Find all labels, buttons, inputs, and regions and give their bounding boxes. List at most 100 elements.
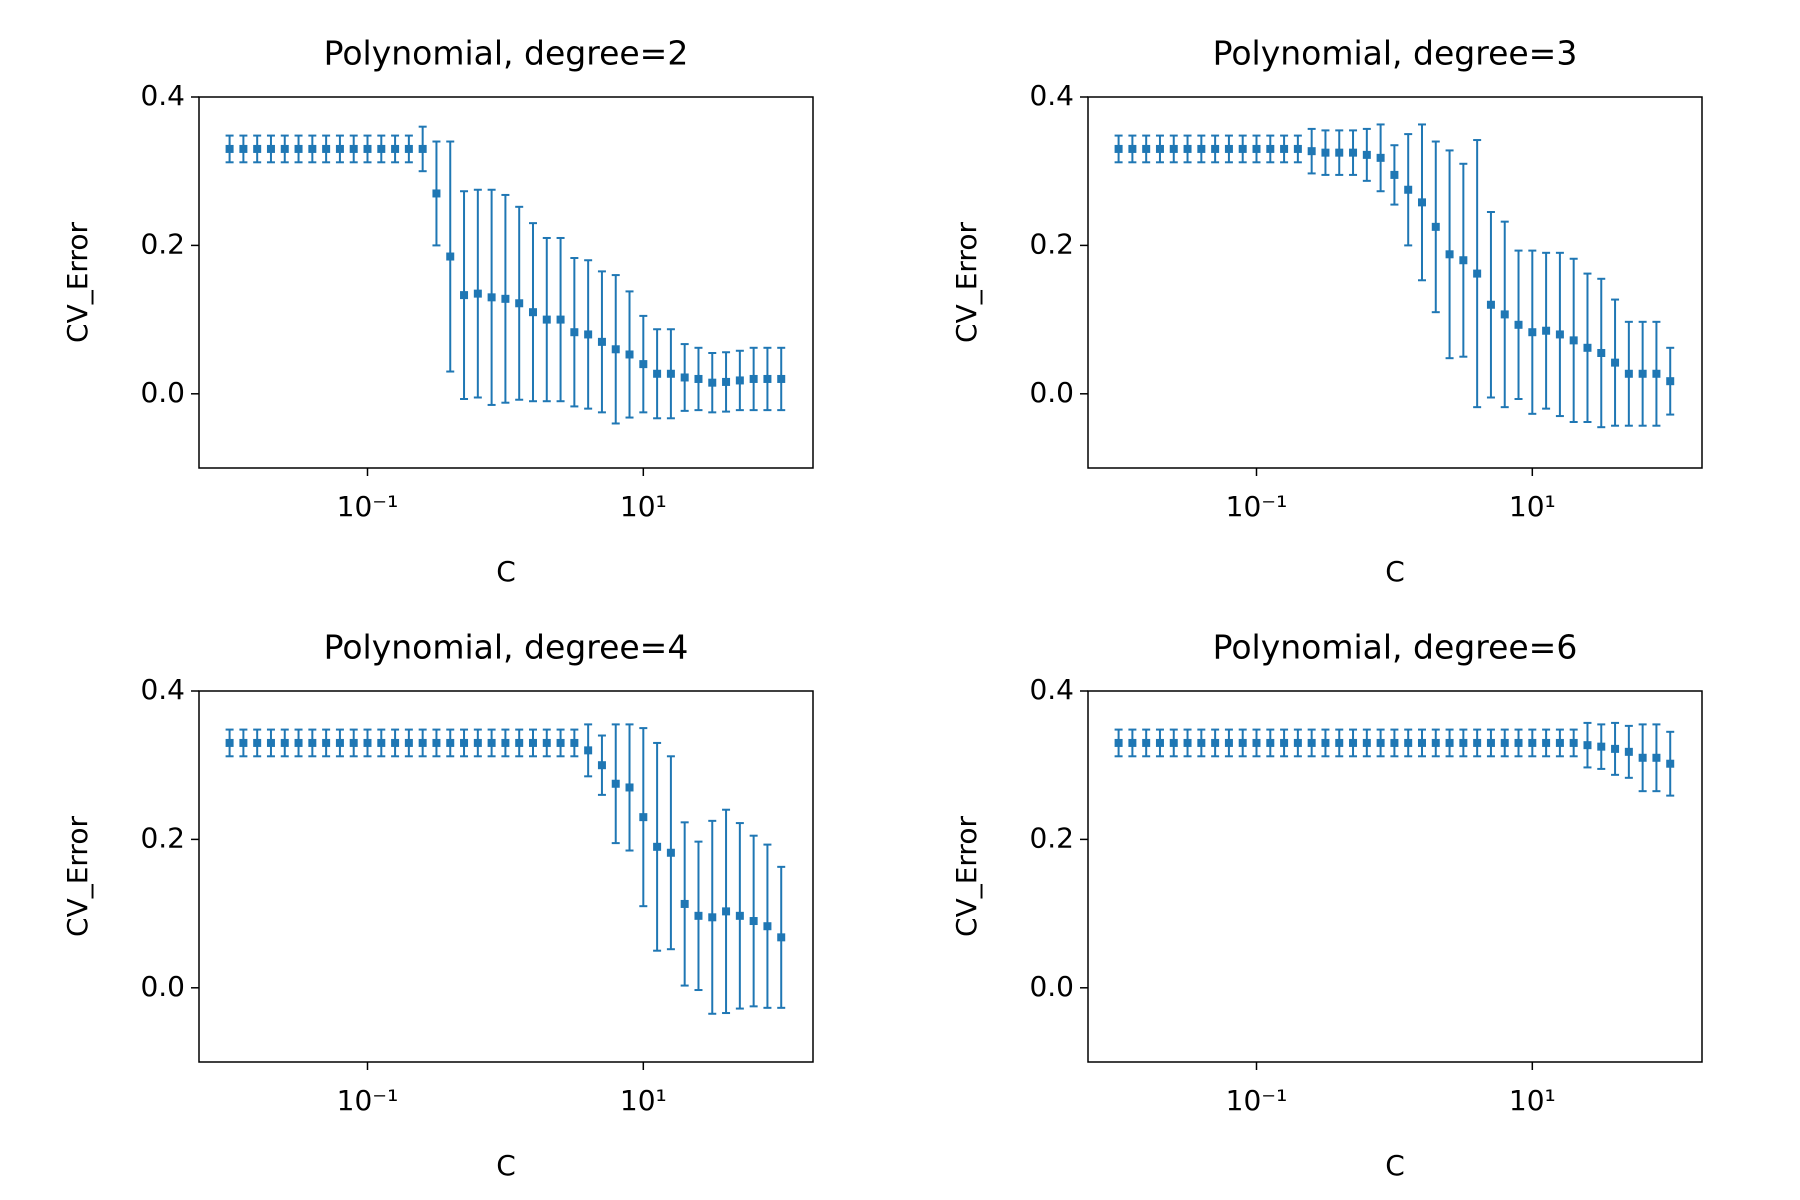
point — [1362, 738, 1371, 747]
point — [1155, 738, 1164, 747]
point — [735, 376, 744, 385]
point — [1280, 144, 1289, 153]
point — [266, 738, 275, 747]
point — [653, 369, 662, 378]
point — [1114, 144, 1123, 153]
point — [1211, 144, 1220, 153]
y-tick-label: 0.4 — [140, 79, 185, 112]
point — [735, 911, 744, 920]
point — [1473, 738, 1482, 747]
point — [1638, 753, 1647, 762]
point — [1335, 738, 1344, 747]
point — [1528, 328, 1537, 337]
point — [708, 913, 717, 922]
point — [1666, 377, 1675, 386]
point — [225, 738, 234, 747]
y-tick-label: 0.4 — [1029, 673, 1074, 706]
point — [239, 144, 248, 153]
point — [515, 738, 524, 747]
point — [1252, 738, 1261, 747]
point — [1238, 738, 1247, 747]
point — [1445, 250, 1454, 259]
point — [611, 345, 620, 354]
point — [1652, 753, 1661, 762]
point — [487, 293, 496, 302]
point — [1569, 336, 1578, 345]
point — [363, 738, 372, 747]
point — [404, 738, 413, 747]
point — [322, 144, 331, 153]
point — [1183, 738, 1192, 747]
y-tick-label: 0.0 — [1029, 970, 1074, 1003]
point — [528, 308, 537, 317]
point — [1197, 738, 1206, 747]
point — [1266, 144, 1275, 153]
axes-frame — [1087, 96, 1703, 469]
point — [432, 738, 441, 747]
point — [1349, 148, 1358, 157]
point — [294, 144, 303, 153]
point — [1542, 326, 1551, 335]
point — [391, 144, 400, 153]
point — [1128, 738, 1137, 747]
y-tick-label: 0.0 — [140, 970, 185, 1003]
point — [1417, 198, 1426, 207]
point — [363, 144, 372, 153]
point — [763, 374, 772, 383]
point — [473, 738, 482, 747]
point — [253, 738, 262, 747]
point — [1528, 738, 1537, 747]
point — [722, 377, 731, 386]
point — [597, 761, 606, 770]
point — [1417, 738, 1426, 747]
point — [322, 738, 331, 747]
x-axis-label: C — [1385, 555, 1405, 588]
point — [749, 917, 758, 926]
point — [1404, 185, 1413, 194]
point — [391, 738, 400, 747]
point — [446, 252, 455, 261]
point — [487, 738, 496, 747]
point — [1514, 738, 1523, 747]
point — [597, 337, 606, 346]
point — [308, 144, 317, 153]
point — [1500, 738, 1509, 747]
point — [266, 144, 275, 153]
point — [1583, 741, 1592, 750]
point — [1431, 738, 1440, 747]
point — [1197, 144, 1206, 153]
point — [1624, 369, 1633, 378]
point — [1611, 358, 1620, 367]
point — [749, 374, 758, 383]
point — [1321, 738, 1330, 747]
point — [418, 738, 427, 747]
point — [349, 144, 358, 153]
x-tick-label: 10¹ — [620, 1084, 667, 1117]
point — [515, 299, 524, 308]
axes-frame — [1087, 690, 1703, 1063]
point — [1266, 738, 1275, 747]
point — [473, 289, 482, 298]
x-tick-label: 10⁻¹ — [1226, 490, 1288, 523]
point — [542, 315, 551, 324]
point — [639, 360, 648, 369]
point — [1638, 369, 1647, 378]
point — [1597, 742, 1606, 751]
point — [1169, 144, 1178, 153]
point — [1169, 738, 1178, 747]
axes-frame — [198, 690, 814, 1063]
point — [542, 738, 551, 747]
point — [239, 738, 248, 747]
y-axis-label: CV_Error — [950, 222, 983, 343]
point — [1321, 148, 1330, 157]
x-axis-label: C — [1385, 1149, 1405, 1182]
point — [1155, 144, 1164, 153]
x-tick-label: 10⁻¹ — [337, 490, 399, 523]
point — [556, 738, 565, 747]
point — [777, 933, 786, 942]
y-tick-label: 0.2 — [1029, 227, 1074, 260]
point — [653, 842, 662, 851]
x-axis-label: C — [496, 1149, 516, 1182]
point — [1183, 144, 1192, 153]
point — [694, 911, 703, 920]
